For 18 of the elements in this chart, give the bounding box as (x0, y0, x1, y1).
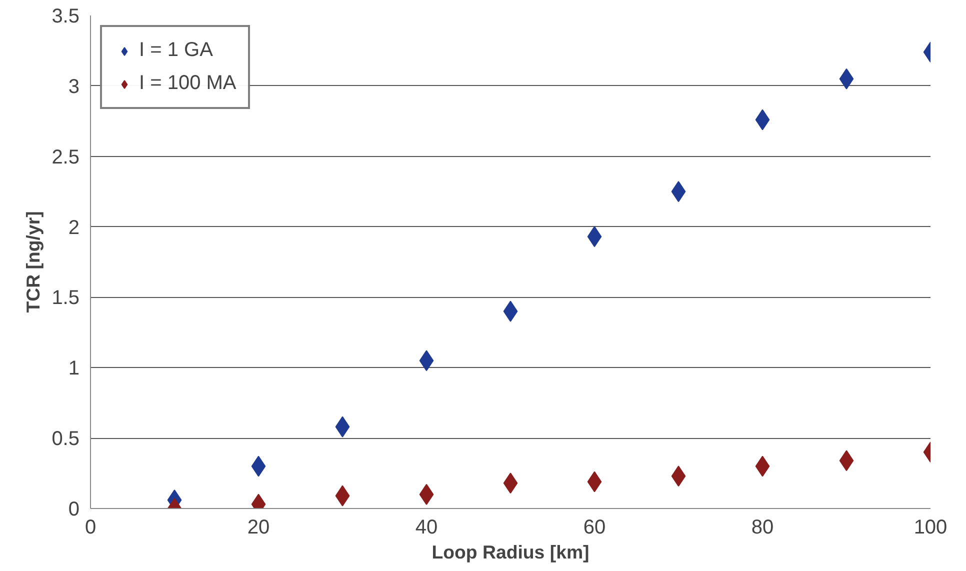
y-tick-label: 1.5 (52, 287, 80, 310)
x-tick-label: 40 (415, 516, 438, 538)
y-tick-label: 0 (68, 498, 80, 520)
y-tick-label: 2.5 (52, 146, 80, 168)
x-tick-label: 20 (247, 516, 270, 538)
y-tick-label: 3 (68, 76, 80, 98)
x-tick-label: 100 (914, 516, 948, 538)
legend-label: I = 100 MA (139, 72, 236, 95)
y-axis-title: TCR [ng/yr] (22, 211, 44, 313)
y-tick-label: 0.5 (52, 428, 80, 450)
x-tick-label: 0 (84, 516, 96, 538)
legend-label: I = 1 GA (139, 39, 213, 62)
x-tick-label: 80 (751, 516, 774, 538)
x-tick-label: 60 (583, 516, 606, 538)
x-axis-title: Loop Radius [km] (432, 542, 590, 562)
y-tick-label: 2 (68, 216, 80, 239)
y-tick-label: 1 (68, 358, 80, 380)
y-tick-label: 3.5 (52, 6, 80, 28)
